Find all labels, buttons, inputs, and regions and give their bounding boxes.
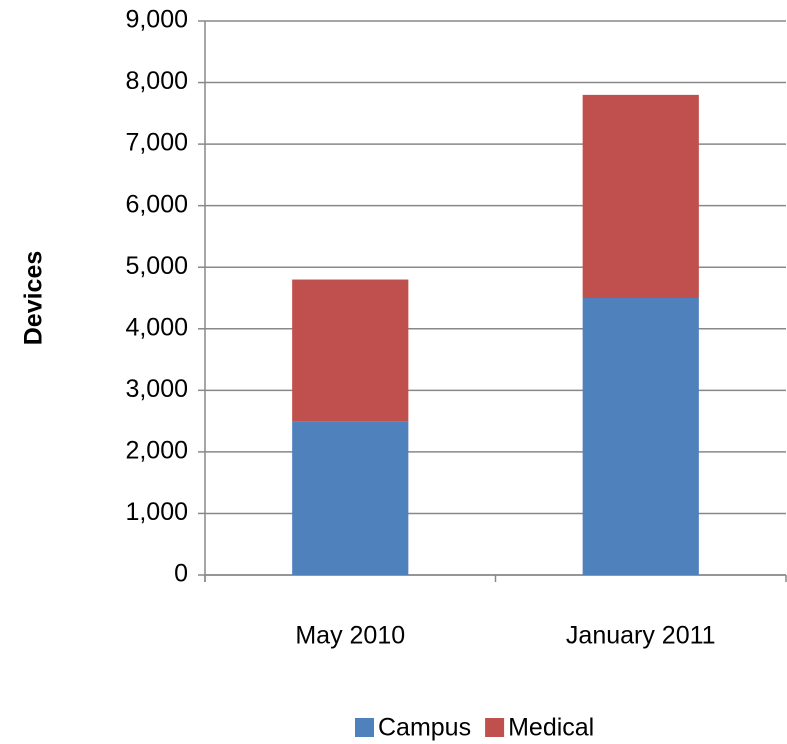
y-tick-label: 0	[174, 560, 188, 588]
y-tick-label: 9,000	[125, 6, 188, 34]
bar-segment	[292, 279, 409, 422]
y-tick-label: 5,000	[125, 252, 188, 280]
bar-segment	[292, 421, 409, 575]
y-tick-label: 8,000	[125, 67, 188, 95]
y-tick-label: 2,000	[125, 436, 188, 464]
legend-label: Campus	[378, 714, 471, 742]
bar-segment	[582, 298, 699, 575]
y-tick-label: 3,000	[125, 375, 188, 403]
y-tick-label: 7,000	[125, 129, 188, 157]
x-tick-label: May 2010	[295, 622, 405, 650]
legend-swatch	[485, 718, 505, 737]
y-tick-label: 4,000	[125, 313, 188, 341]
y-axis-label: Devices	[20, 251, 48, 346]
legend-label: Medical	[508, 714, 594, 742]
y-tick-label: 1,000	[125, 498, 188, 526]
x-tick-label: January 2011	[566, 622, 716, 650]
bar-segment	[582, 94, 699, 298]
legend-swatch	[355, 718, 374, 737]
y-tick-label: 6,000	[125, 190, 188, 218]
